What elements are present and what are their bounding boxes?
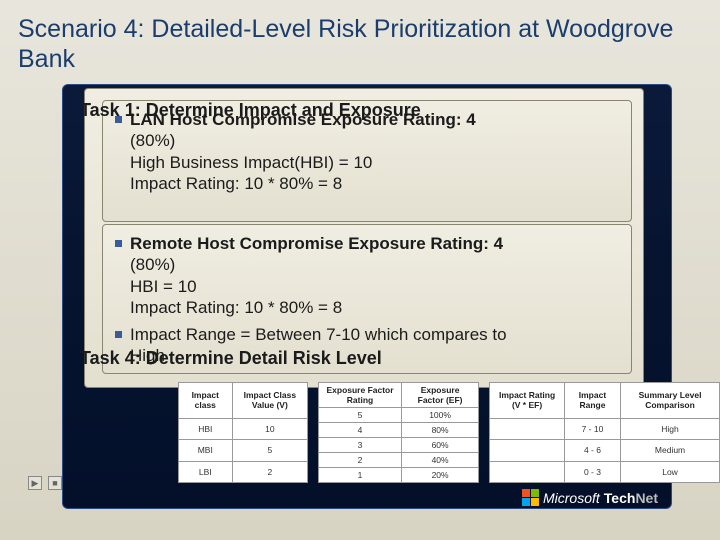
bullet-icon [115,331,122,338]
exposure-factor-table: Exposure Factor RatingExposure Factor (E… [318,382,479,483]
task-4-label: Task 4: Determine Detail Risk Level [80,348,382,369]
net-word: Net [635,490,658,506]
remote-line-3: HBI = 10 [130,276,503,297]
impact-range-line: Impact Range = Between 7-10 which compar… [130,324,507,345]
stop-icon[interactable]: ■ [48,476,62,490]
impact-class-table: Impact classImpact Class Value (V) HBI10… [178,382,308,483]
lan-line-2: (80%) [130,130,476,151]
bullet-icon [115,240,122,247]
microsoft-flag-icon [522,489,539,506]
task-1-label: Task 1: Determine Impact and Exposure [80,100,421,121]
remote-line-2: (80%) [130,254,503,275]
lan-line-4: Impact Rating: 10 * 80% = 8 [130,173,476,194]
remote-line-4: Impact Rating: 10 * 80% = 8 [130,297,503,318]
footer-bar: Microsoft TechNet [62,489,672,506]
microsoft-technet-logo: Microsoft TechNet [522,489,658,506]
remote-line-1: Remote Host Compromise Exposure Rating: … [130,233,503,254]
lan-line-3: High Business Impact(HBI) = 10 [130,152,476,173]
tables-group: Impact classImpact Class Value (V) HBI10… [178,382,720,483]
slide-nav-controls: ▶ ■ [28,476,62,490]
tech-word: Tech [604,490,636,506]
slide-title: Scenario 4: Detailed-Level Risk Prioriti… [0,0,720,84]
play-icon[interactable]: ▶ [28,476,42,490]
impact-rating-table: Impact Rating (V * EF)Impact RangeSummar… [489,382,720,483]
microsoft-word: Microsoft [543,490,600,506]
